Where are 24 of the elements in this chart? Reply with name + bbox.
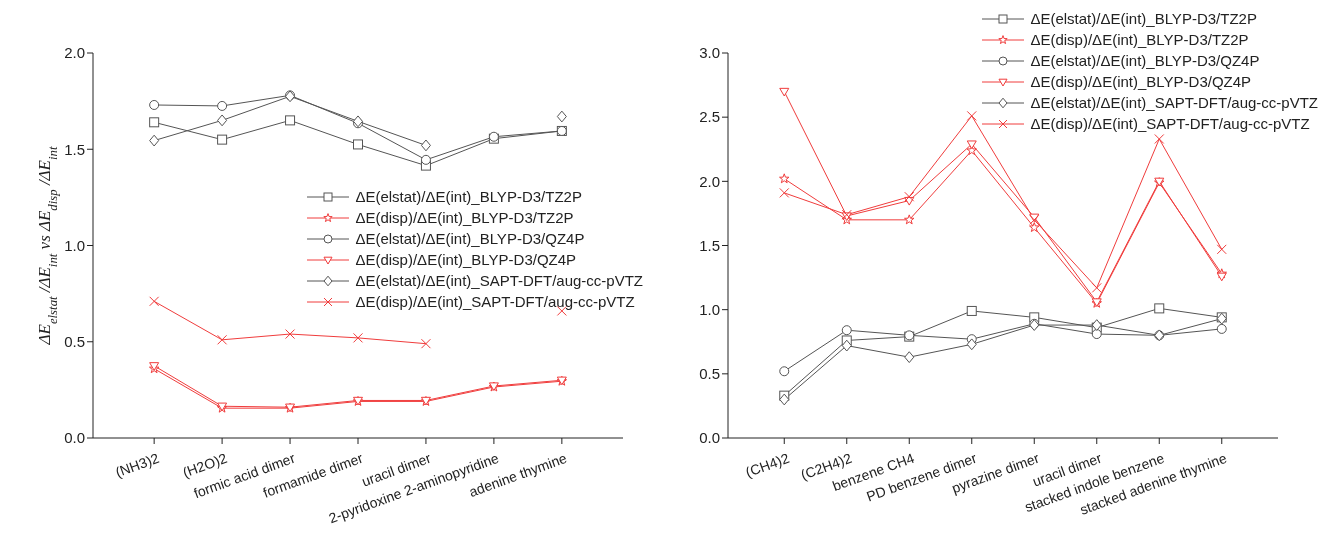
legend-label: ΔE(elstat)/ΔE(int)_SAPT-DFT/aug-cc-pVTZ bbox=[355, 271, 643, 291]
legend-label: ΔE(disp)/ΔE(int)_SAPT-DFT/aug-cc-pVTZ bbox=[355, 292, 635, 312]
legend-label: ΔE(disp)/ΔE(int)_BLYP-D3/QZ4P bbox=[355, 250, 577, 270]
y-tick-label: 0.0 bbox=[699, 429, 720, 447]
legend-label: ΔE(disp)/ΔE(int)_BLYP-D3/QZ4P bbox=[1030, 72, 1252, 92]
legend-label: ΔE(elstat)/ΔE(int)_BLYP-D3/QZ4P bbox=[355, 229, 585, 249]
y-tick-label: 3.0 bbox=[699, 44, 720, 62]
legend-label: ΔE(elstat)/ΔE(int)_BLYP-D3/QZ4P bbox=[1030, 51, 1260, 71]
y-tick-label: 1.0 bbox=[64, 236, 85, 254]
legend-label: ΔE(disp)/ΔE(int)_SAPT-DFT/aug-cc-pVTZ bbox=[1030, 114, 1310, 134]
y-tick-label: 0.5 bbox=[64, 333, 85, 351]
y-tick-label: 2.0 bbox=[64, 44, 85, 62]
legend-label: ΔE(disp)/ΔE(int)_BLYP-D3/TZ2P bbox=[1030, 30, 1249, 50]
y-tick-label: 1.5 bbox=[64, 140, 85, 158]
y-tick-label: 0.0 bbox=[64, 429, 85, 447]
legend-label: ΔE(elstat)/ΔE(int)_BLYP-D3/TZ2P bbox=[355, 187, 582, 207]
y-tick-label: 2.0 bbox=[699, 172, 720, 190]
y-tick-label: 0.5 bbox=[699, 365, 720, 383]
y-tick-label: 2.5 bbox=[699, 108, 720, 126]
legend-label: ΔE(elstat)/ΔE(int)_SAPT-DFT/aug-cc-pVTZ bbox=[1030, 93, 1318, 113]
legend-label: ΔE(elstat)/ΔE(int)_BLYP-D3/TZ2P bbox=[1030, 9, 1257, 29]
y-tick-label: 1.0 bbox=[699, 300, 720, 318]
y-tick-label: 1.5 bbox=[699, 236, 720, 254]
legend-label: ΔE(disp)/ΔE(int)_BLYP-D3/TZ2P bbox=[355, 208, 574, 228]
